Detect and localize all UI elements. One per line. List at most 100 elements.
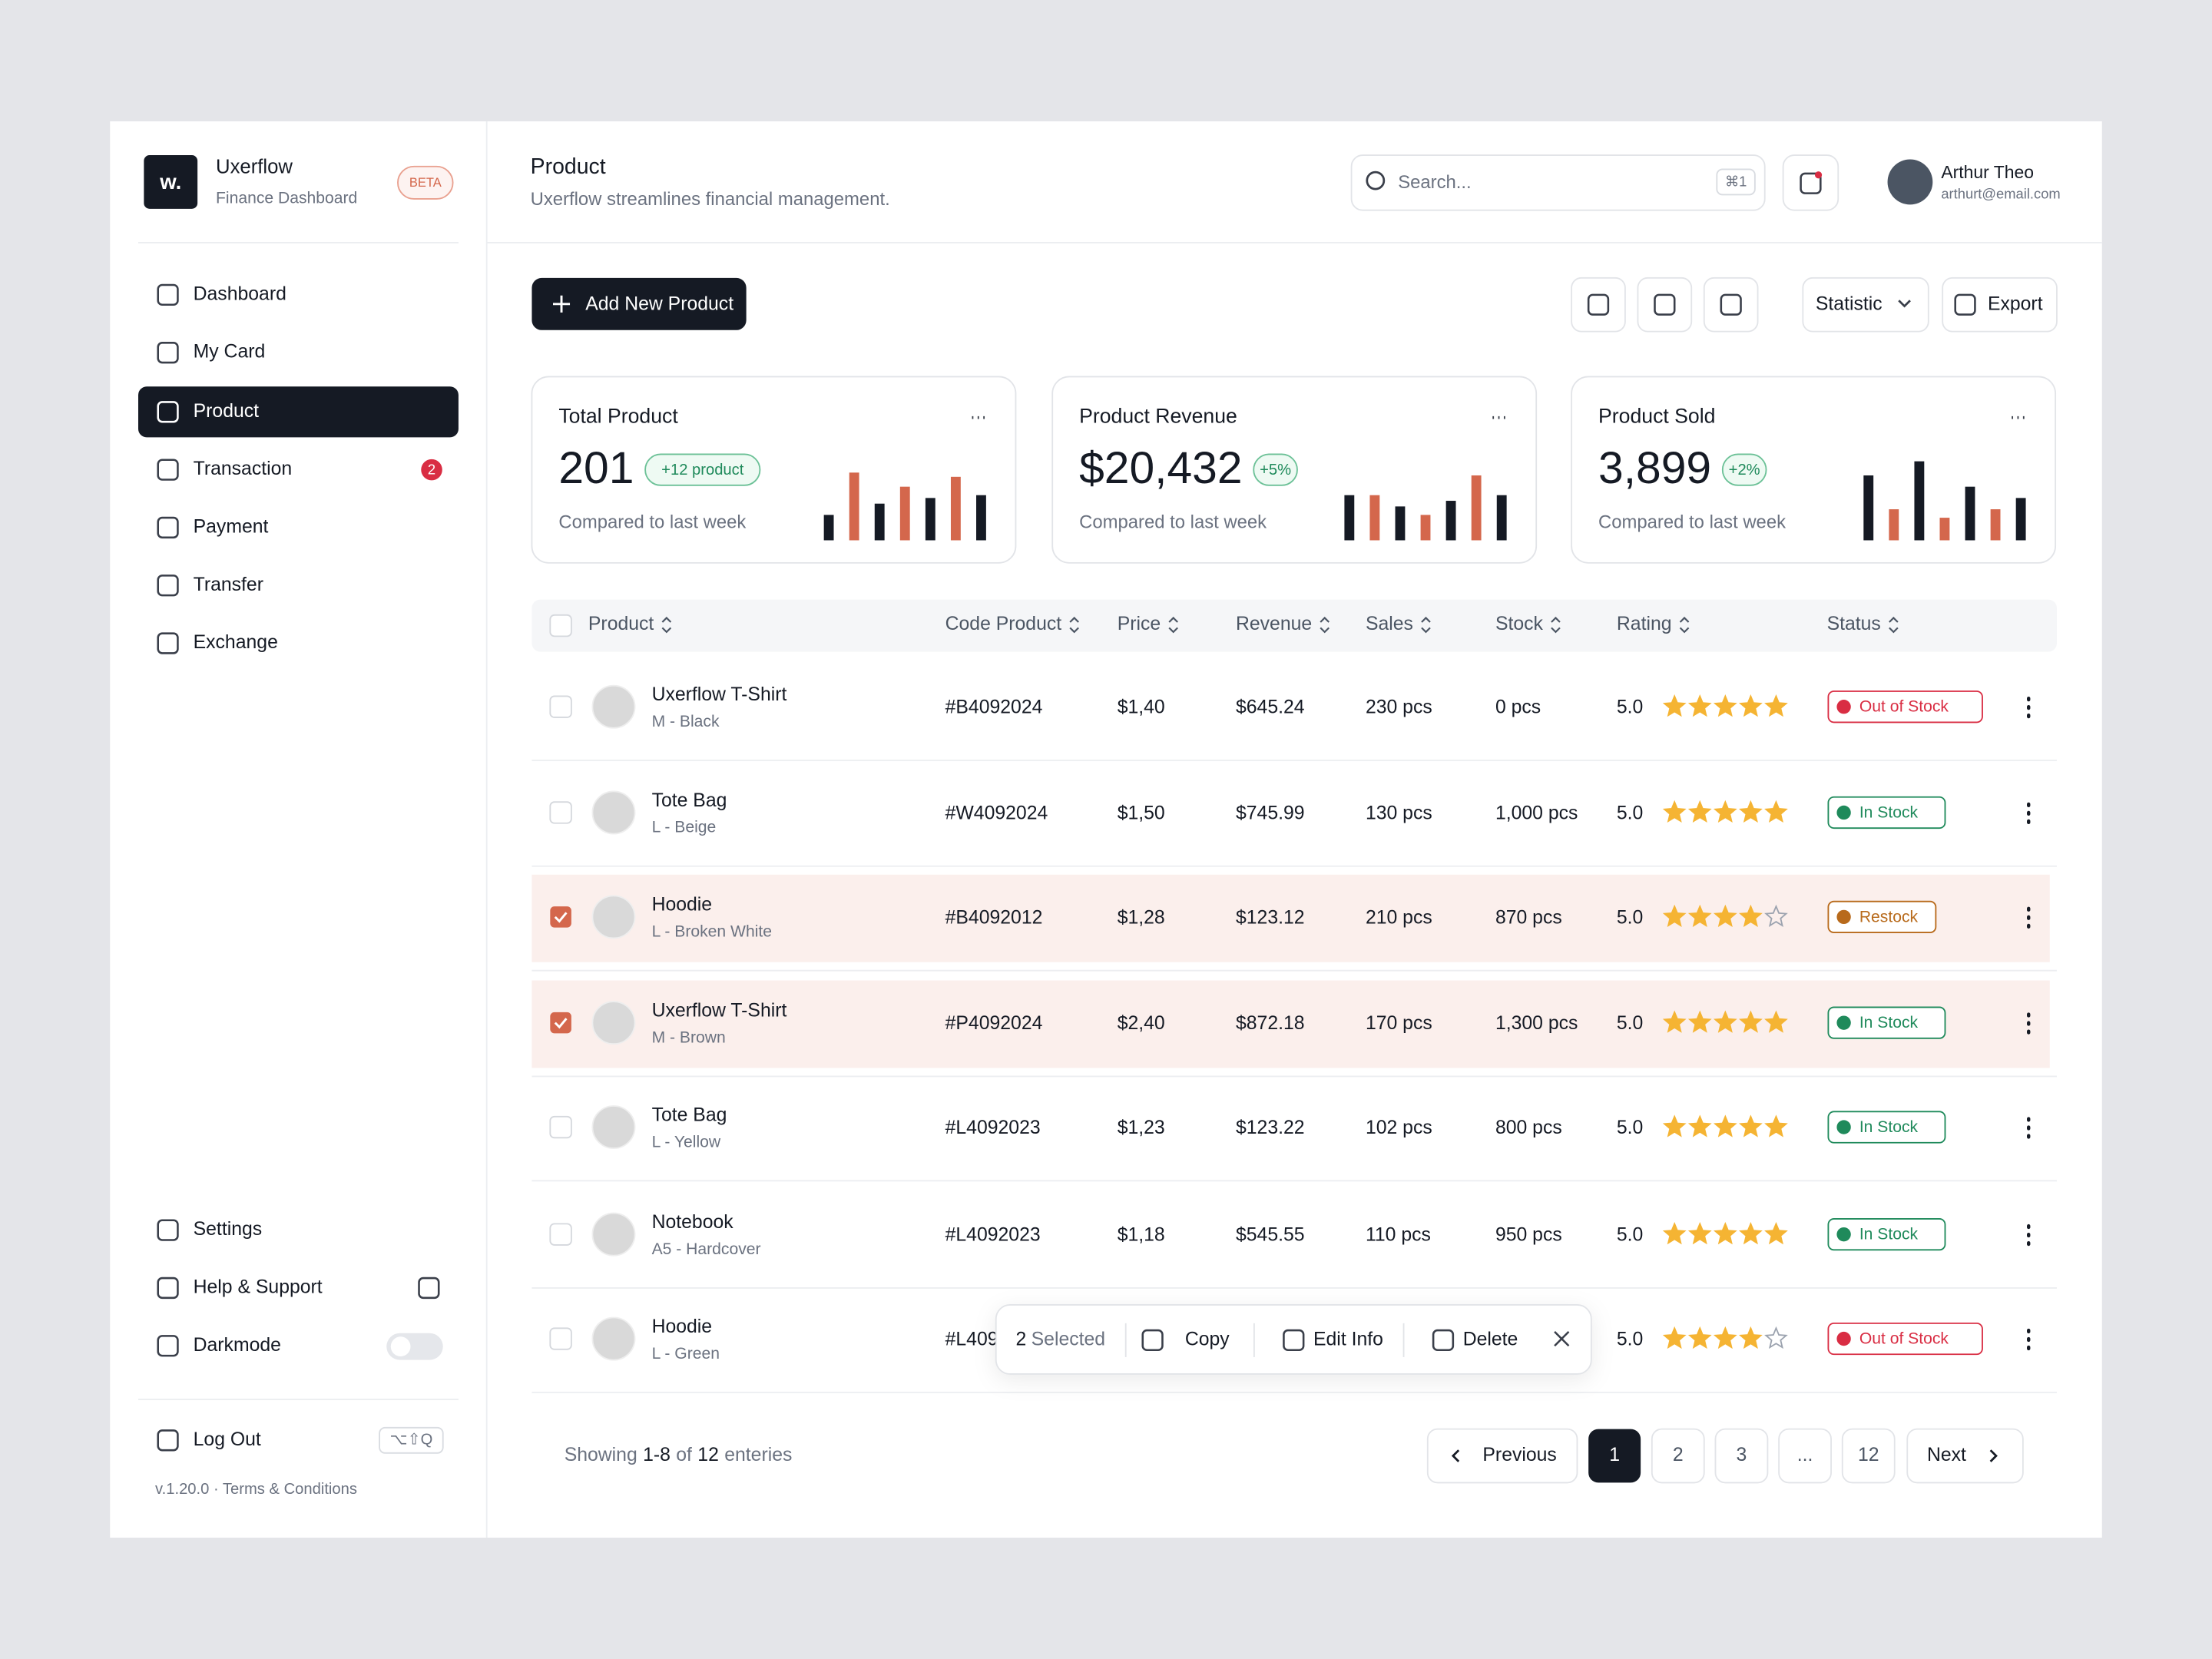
nav-icon [157, 459, 179, 481]
previous-button[interactable] [1426, 1428, 1578, 1484]
page-button[interactable] [1714, 1428, 1769, 1484]
sort-icon[interactable] [1679, 616, 1690, 634]
check-mark [554, 1018, 568, 1029]
sidebar-link[interactable]: Darkmode [194, 1335, 281, 1356]
star [1764, 904, 1788, 927]
column-header: Stock [1495, 614, 1544, 634]
page-button[interactable] [1778, 1428, 1832, 1484]
checkbox-checked[interactable] [550, 1012, 571, 1034]
product-thumb [591, 684, 636, 729]
page-button[interactable] [1588, 1429, 1641, 1483]
next-button[interactable] [1906, 1428, 2024, 1484]
nav-item[interactable]: Payment [194, 516, 269, 537]
status-badge [1827, 1111, 1946, 1144]
column-header: Code Product [945, 614, 1062, 634]
sort-icon[interactable] [1889, 616, 1899, 634]
star [1739, 800, 1763, 823]
checkbox-checked[interactable] [550, 906, 571, 928]
nav-item[interactable]: Transfer [194, 575, 263, 595]
column-header: Revenue [1236, 614, 1312, 634]
sort-icon[interactable] [661, 616, 672, 634]
search-icon [1366, 171, 1386, 190]
brand-name: Uxerflow [216, 156, 293, 177]
stat-note: Compared to last week [1598, 512, 1786, 533]
cell-price: $1,18 [1118, 1225, 1165, 1246]
cell-rating: 5.0 [1617, 1013, 1643, 1034]
mini-bar [1369, 495, 1380, 541]
mini-bar [925, 498, 935, 541]
star [1687, 904, 1712, 927]
sort-icon[interactable] [1168, 616, 1178, 634]
star [1687, 1114, 1712, 1137]
page-button[interactable] [1651, 1428, 1705, 1484]
page-button[interactable] [1841, 1428, 1896, 1484]
sidebar-icon [157, 1429, 179, 1452]
mini-bar [849, 472, 859, 541]
checkbox[interactable] [549, 1115, 572, 1139]
notification-button[interactable] [1782, 154, 1839, 211]
mini-bar [1420, 515, 1431, 541]
sort-icon[interactable] [1551, 616, 1561, 634]
mini-bar [899, 486, 910, 541]
selection-bar [995, 1304, 1592, 1375]
row-selected [531, 980, 2050, 1068]
action-label[interactable]: Delete [1463, 1329, 1518, 1349]
nav-icon [157, 516, 179, 539]
checkbox[interactable] [549, 614, 572, 637]
pagination-summary: of [676, 1445, 692, 1465]
star [1764, 1221, 1788, 1245]
status-badge [1827, 900, 1937, 933]
external-link-icon [418, 1277, 440, 1300]
sort-icon[interactable] [1421, 616, 1431, 634]
star [1662, 1114, 1687, 1137]
checkbox[interactable] [549, 801, 572, 824]
nav-item[interactable]: Product [194, 401, 260, 422]
close-icon[interactable] [1554, 1330, 1570, 1347]
nav-item[interactable]: Exchange [194, 632, 278, 653]
sidebar-link[interactable]: Log Out [194, 1429, 261, 1450]
search-shortcut [1716, 168, 1756, 196]
toolbar-icon-button[interactable] [1571, 276, 1626, 333]
statistic-dropdown[interactable] [1802, 276, 1929, 333]
export-icon [1954, 293, 1976, 316]
action-label[interactable]: Copy [1185, 1329, 1230, 1349]
stat-note: Compared to last week [558, 512, 746, 533]
star [1713, 904, 1737, 927]
nav-badge [421, 459, 442, 481]
status-dot [1836, 1227, 1851, 1242]
search-box[interactable] [1350, 154, 1766, 211]
star [1739, 1326, 1763, 1349]
sort-icon[interactable] [1320, 616, 1330, 634]
shortcut-badge [379, 1426, 444, 1454]
nav-icon [157, 575, 179, 597]
checkbox[interactable] [549, 695, 572, 718]
nav-badge-count: 2 [428, 461, 435, 477]
sidebar-icon [157, 1335, 179, 1357]
product-name: Notebook [652, 1212, 734, 1233]
toolbar-icon [1587, 293, 1610, 316]
user-name: Arthur Theo [1941, 162, 2034, 182]
cell-revenue: $745.99 [1236, 803, 1305, 823]
shortcut-label: ⌘1 [1725, 174, 1747, 190]
checkbox[interactable] [549, 1327, 572, 1350]
cell-price: $1,28 [1118, 907, 1165, 928]
nav-icon [157, 401, 179, 423]
product-variant: L - Broken White [652, 923, 772, 941]
selected-label: Selected [1031, 1329, 1105, 1349]
notification-dot [1814, 171, 1823, 179]
checkbox[interactable] [549, 1223, 572, 1246]
column-header: Status [1827, 614, 1881, 634]
toolbar-icon-button[interactable] [1637, 276, 1693, 333]
export-button[interactable] [1942, 276, 2058, 333]
sort-icon[interactable] [1069, 616, 1079, 634]
nav-item[interactable]: My Card [194, 342, 266, 363]
stat-card [1571, 376, 2057, 564]
nav-item[interactable]: Transaction [194, 459, 293, 479]
sidebar-link[interactable]: Help & Support [194, 1277, 323, 1297]
nav-item[interactable]: Dashboard [194, 283, 286, 304]
add-product-button[interactable] [531, 277, 747, 330]
sidebar-link[interactable]: Settings [194, 1219, 263, 1240]
action-label[interactable]: Edit Info [1313, 1329, 1383, 1349]
toolbar-icon-button[interactable] [1703, 276, 1759, 333]
cell-price: $1,23 [1118, 1118, 1165, 1138]
